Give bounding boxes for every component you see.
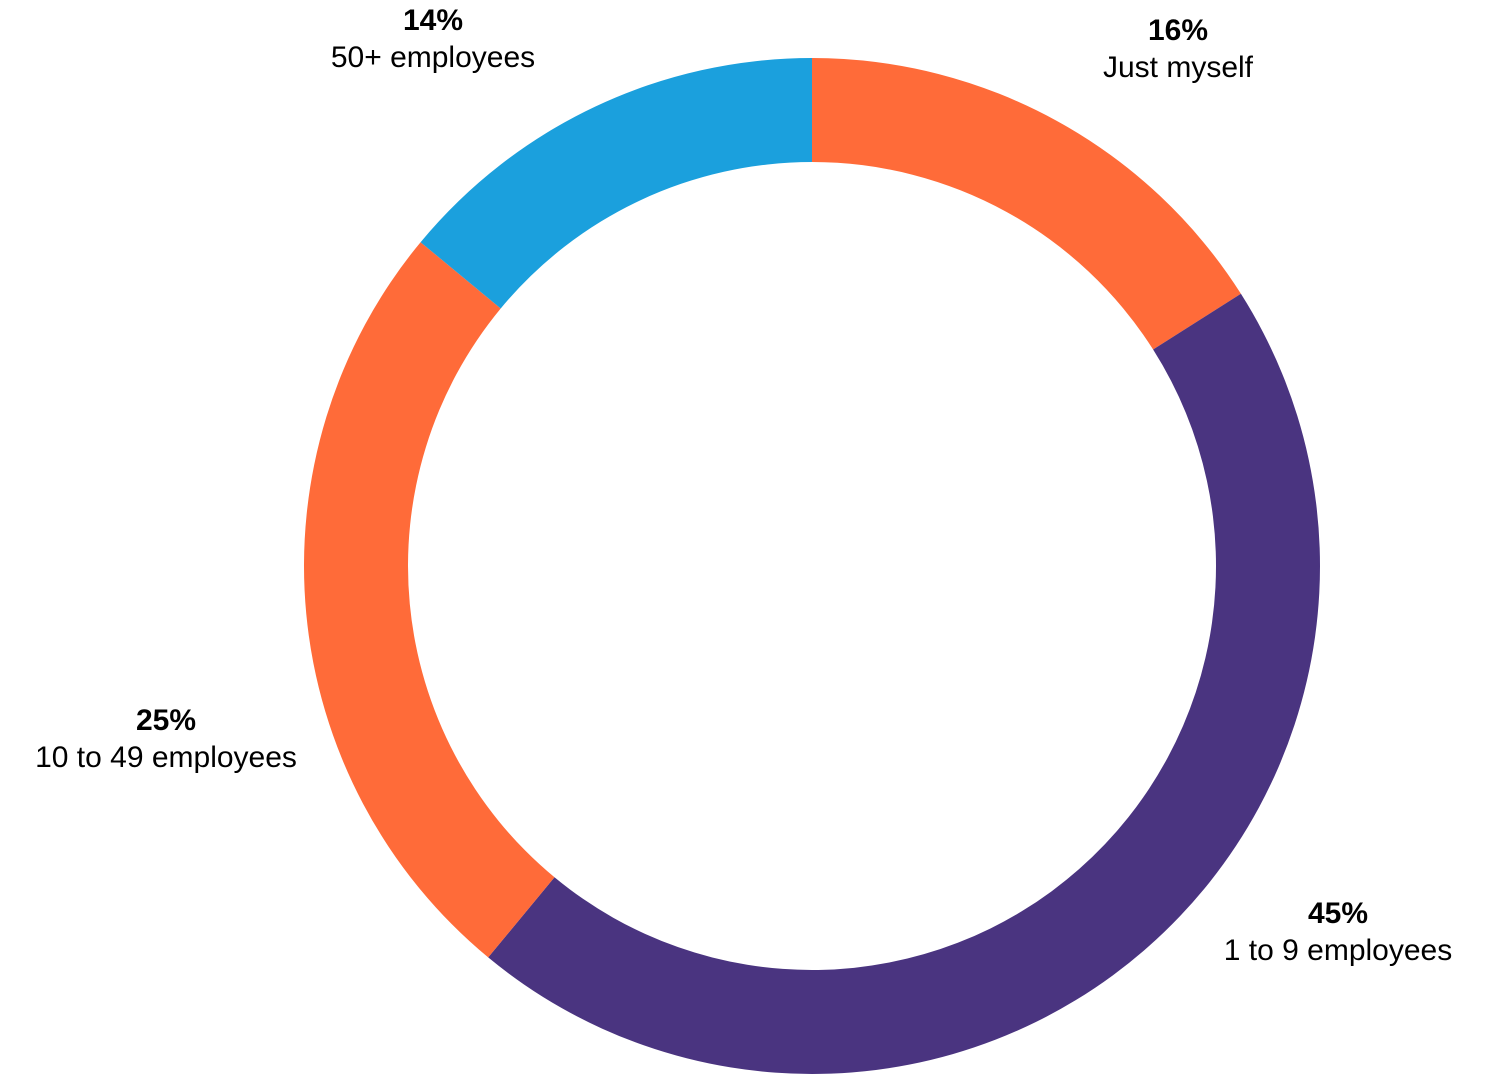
slice-category-label: 50+ employees <box>331 41 535 74</box>
slice-category-label: Just myself <box>1103 51 1254 84</box>
slice-category-label: 1 to 9 employees <box>1224 934 1452 967</box>
slice-value-label: 25% <box>136 704 196 737</box>
donut-slices <box>304 58 1320 1074</box>
slice-category-label: 10 to 49 employees <box>35 741 297 774</box>
slice-value-label: 14% <box>403 4 463 37</box>
slice-labels: 16% Just myself 45% 1 to 9 employees 25% 10 t… <box>35 4 1452 967</box>
slice-value-label: 45% <box>1308 897 1368 930</box>
slice-10-to-49-employees <box>304 242 555 958</box>
slice-value-label: 16% <box>1148 14 1208 47</box>
slice-just-myself <box>812 58 1241 350</box>
slice-50plus-employees <box>420 58 812 309</box>
slice-1-to-9-employees <box>488 293 1320 1074</box>
